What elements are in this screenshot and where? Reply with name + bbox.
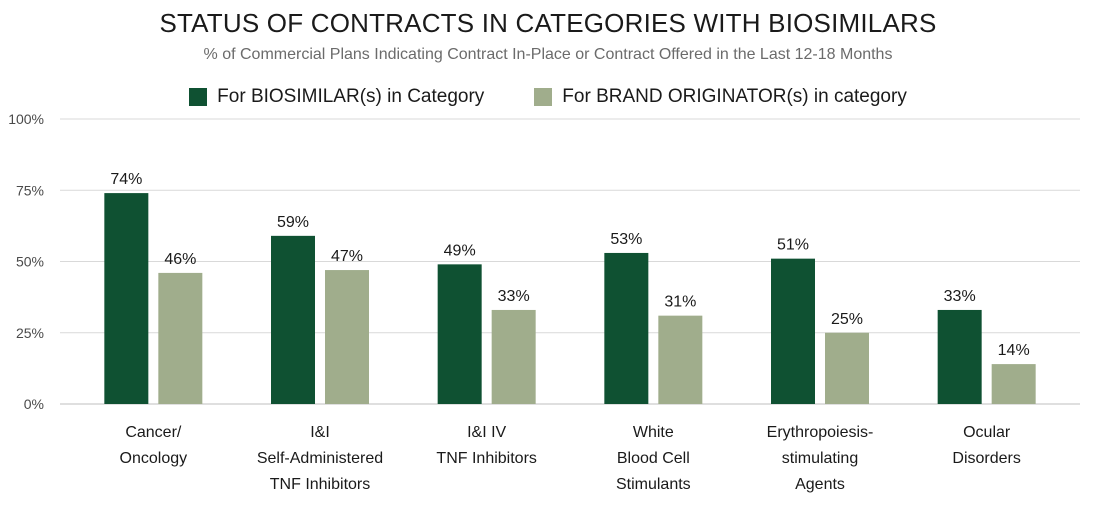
legend-label-brand-originator: For BRAND ORIGINATOR(s) in category bbox=[562, 86, 907, 107]
category-label: White Blood Cell Stimulants bbox=[616, 424, 691, 493]
chart-legend: For BIOSIMILAR(s) in Category For BRAND … bbox=[0, 86, 1096, 108]
data-label: 33% bbox=[498, 288, 530, 305]
legend-swatch-biosimilar bbox=[189, 88, 208, 106]
data-label: 46% bbox=[164, 251, 196, 268]
category-label: Ocular Disorders bbox=[952, 424, 1020, 467]
y-tick-label: 100% bbox=[8, 111, 44, 127]
data-label: 25% bbox=[831, 311, 863, 328]
y-tick-label: 0% bbox=[24, 396, 44, 412]
bar-biosimilar bbox=[937, 309, 982, 404]
data-label: 59% bbox=[277, 214, 309, 231]
category-label: I&I IV TNF Inhibitors bbox=[436, 424, 536, 467]
data-label: 47% bbox=[331, 248, 363, 265]
bar-biosimilar bbox=[437, 264, 482, 404]
category-label: I&I Self-Administered TNF Inhibitors bbox=[257, 424, 383, 493]
bar-biosimilar bbox=[104, 193, 149, 404]
data-label: 53% bbox=[610, 231, 642, 248]
bar-brand-originator bbox=[158, 272, 203, 404]
bar-brand-originator bbox=[825, 332, 869, 404]
legend-item-biosimilar: For BIOSIMILAR(s) in Category bbox=[189, 86, 484, 108]
bar-biosimilar bbox=[271, 235, 315, 404]
data-label: 33% bbox=[944, 288, 976, 305]
category-label: Erythropoiesis-stimulating Agents bbox=[767, 424, 874, 493]
data-label: 31% bbox=[664, 294, 696, 311]
bar-brand-originator bbox=[325, 270, 369, 404]
data-label: 49% bbox=[444, 242, 476, 259]
data-label: 51% bbox=[777, 237, 809, 254]
data-label: 14% bbox=[998, 342, 1030, 359]
legend-swatch-brand-originator bbox=[534, 88, 553, 106]
category-label: Cancer/Oncology bbox=[120, 424, 188, 467]
bar-brand-originator bbox=[991, 364, 1036, 404]
y-tick-label: 25% bbox=[16, 325, 44, 341]
chart-subtitle: % of Commercial Plans Indicating Contrac… bbox=[203, 46, 893, 63]
legend-item-brand-originator: For BRAND ORIGINATOR(s) in category bbox=[534, 86, 907, 108]
y-tick-label: 75% bbox=[16, 182, 44, 198]
legend-label-biosimilar: For BIOSIMILAR(s) in Category bbox=[217, 86, 485, 107]
data-label: 74% bbox=[110, 171, 142, 188]
bar-biosimilar bbox=[771, 258, 815, 404]
y-tick-label: 50% bbox=[16, 254, 44, 270]
bar-brand-originator bbox=[658, 315, 703, 404]
bar-biosimilar bbox=[604, 252, 649, 404]
chart-title: STATUS OF CONTRACTS IN CATEGORIES WITH B… bbox=[159, 8, 937, 38]
bar-brand-originator bbox=[491, 309, 536, 404]
